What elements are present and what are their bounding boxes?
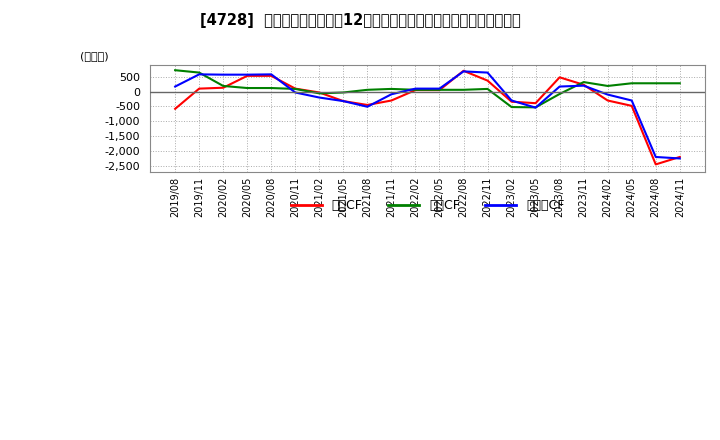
- Text: [4728]  キャッシュフローの12か月移動合計の対前年同期増減額の推移: [4728] キャッシュフローの12か月移動合計の対前年同期増減額の推移: [199, 13, 521, 28]
- Legend: 営業CF, 投資CF, フリーCF: 営業CF, 投資CF, フリーCF: [286, 194, 570, 217]
- Y-axis label: (百万円): (百万円): [80, 51, 109, 61]
